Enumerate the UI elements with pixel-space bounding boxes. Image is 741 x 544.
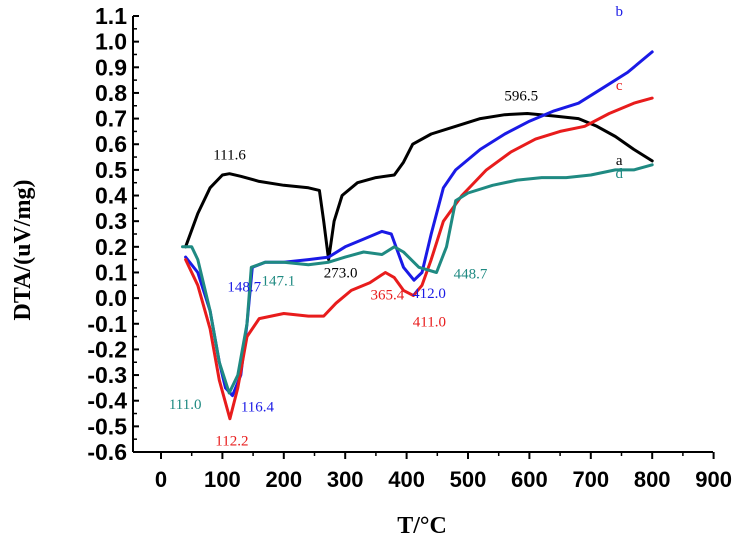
- y-tick-label: 0.3: [95, 208, 127, 234]
- y-tick-label: -0.1: [87, 311, 127, 337]
- series-line-c: [184, 96, 654, 421]
- y-tick-label: 0.9: [95, 54, 127, 80]
- series-labels: a b c d: [615, 4, 623, 182]
- series-line-a: [184, 112, 654, 262]
- peak-label: 116.4: [241, 400, 275, 416]
- peak-label: 111.6: [213, 148, 246, 164]
- peak-label: 112.2: [215, 434, 248, 450]
- x-tick-label: 300: [327, 467, 364, 492]
- series-line-d: [181, 163, 654, 395]
- y-tick-label: 0.6: [95, 131, 127, 157]
- y-tick-label: -0.2: [87, 336, 127, 362]
- x-tick-label: 500: [450, 467, 487, 492]
- x-tick-label: 900: [695, 467, 732, 492]
- x-tick-label: 200: [265, 467, 302, 492]
- peak-label: 147.1: [261, 273, 295, 289]
- x-tick-label: 100: [204, 467, 241, 492]
- x-tick-label: 600: [511, 467, 548, 492]
- y-tick-label: 1.1: [95, 3, 127, 29]
- y-tick-label: 0.7: [95, 106, 127, 132]
- x-tick-label: 400: [388, 467, 425, 492]
- x-axis-title: T/°C: [397, 513, 447, 539]
- peak-label: 273.0: [324, 266, 358, 282]
- series-label-b: b: [615, 4, 623, 20]
- x-tick-label: 0: [155, 467, 167, 492]
- peak-label: 148.7: [227, 279, 261, 295]
- series-label-c: c: [616, 78, 623, 94]
- peak-label: 365.4: [370, 287, 404, 303]
- y-tick-label: 0.4: [95, 183, 127, 209]
- x-tick-label: 800: [634, 467, 671, 492]
- x-tick-label: 700: [572, 467, 609, 492]
- peak-label: 596.5: [504, 88, 538, 104]
- y-tick-label: 0.2: [95, 234, 127, 260]
- peak-label: 448.7: [454, 266, 488, 282]
- x-axis-ticks: 0 100 200 300 400 500 600 700 800 900: [155, 452, 732, 492]
- y-tick-label: -0.5: [87, 413, 127, 439]
- peak-label: 411.0: [413, 315, 446, 331]
- peak-label: 412.0: [412, 286, 446, 302]
- y-tick-label: -0.3: [87, 362, 127, 388]
- series-line-b: [184, 50, 654, 398]
- series-label-d: d: [615, 166, 623, 182]
- y-axis-title: DTA/(uV/mg): [10, 180, 36, 321]
- series-label-a: a: [616, 153, 623, 169]
- y-tick-label: 0.5: [95, 157, 127, 183]
- y-tick-label: 0.0: [95, 285, 127, 311]
- peak-label: 111.0: [169, 397, 202, 413]
- y-axis-ticks: 1.11.00.90.80.70.60.50.40.30.20.10.0-0.1…: [87, 3, 139, 465]
- peak-annotations: 111.6 273.0 596.5 148.7 116.4 412.0 112.2 365.4…: [169, 88, 538, 449]
- y-tick-label: 0.1: [95, 259, 127, 285]
- y-tick-label: 1.0: [95, 29, 127, 55]
- series-lines: [181, 50, 654, 421]
- y-tick-label: -0.6: [87, 439, 127, 465]
- y-tick-label: -0.4: [87, 388, 127, 414]
- y-tick-label: 0.8: [95, 80, 127, 106]
